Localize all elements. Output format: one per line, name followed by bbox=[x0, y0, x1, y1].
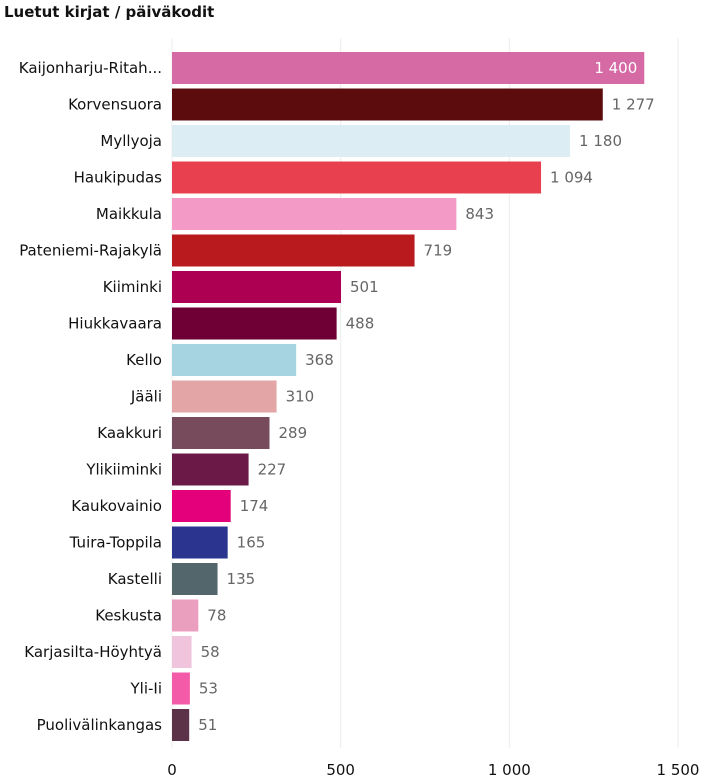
category-label: Kaukovainio bbox=[71, 497, 162, 515]
category-label: Hiukkavaara bbox=[68, 315, 162, 333]
bar[interactable] bbox=[172, 380, 277, 413]
value-label: 174 bbox=[240, 497, 269, 515]
bars bbox=[172, 52, 645, 741]
category-label: Keskusta bbox=[95, 607, 162, 625]
value-label: 488 bbox=[346, 315, 375, 333]
bar[interactable] bbox=[172, 709, 190, 741]
bar[interactable] bbox=[172, 307, 337, 340]
category-label: Maikkula bbox=[96, 205, 162, 223]
x-tick-label: 1 000 bbox=[488, 761, 531, 779]
value-label: 1 094 bbox=[550, 169, 593, 187]
value-label: 501 bbox=[350, 278, 379, 296]
bar[interactable] bbox=[172, 198, 457, 230]
bar[interactable] bbox=[172, 88, 603, 121]
category-label: Kiiminki bbox=[103, 278, 162, 296]
value-label: 843 bbox=[465, 205, 494, 223]
value-label: 310 bbox=[286, 388, 315, 406]
category-label: Myllyoja bbox=[100, 132, 162, 150]
value-label: 1 400 bbox=[594, 59, 637, 77]
category-label: Kaijonharju-Ritah... bbox=[19, 59, 162, 77]
value-label: 78 bbox=[207, 607, 226, 625]
category-label: Yli-Ii bbox=[129, 680, 162, 698]
value-label: 165 bbox=[237, 534, 266, 552]
bar[interactable] bbox=[172, 672, 190, 705]
value-label: 289 bbox=[278, 424, 307, 442]
bar[interactable] bbox=[172, 526, 228, 559]
bar[interactable] bbox=[172, 599, 199, 632]
category-label: Karjasilta-Höyhtyä bbox=[24, 643, 162, 661]
category-label: Pateniemi-Rajakylä bbox=[19, 242, 162, 260]
x-tick-label: 1 500 bbox=[657, 761, 700, 779]
category-label: Haukipudas bbox=[74, 169, 163, 187]
chart-title: Luetut kirjat / päiväkodit bbox=[4, 3, 215, 21]
category-label: Jääli bbox=[130, 388, 162, 406]
category-label: Kaakkuri bbox=[97, 424, 162, 442]
bar[interactable] bbox=[172, 563, 218, 595]
category-label: Ylikiiminki bbox=[85, 461, 162, 479]
bar[interactable] bbox=[172, 161, 542, 194]
value-label: 368 bbox=[305, 351, 334, 369]
value-label: 58 bbox=[201, 643, 220, 661]
category-label: Tuira-Toppila bbox=[69, 534, 162, 552]
bar[interactable] bbox=[172, 52, 645, 84]
value-label: 719 bbox=[424, 242, 453, 260]
bar[interactable] bbox=[172, 125, 571, 157]
bar[interactable] bbox=[172, 271, 342, 303]
value-labels: 1 400 1 277 1 180 1 094 843 719 501 488 368 310 28… bbox=[198, 59, 655, 734]
x-axis-ticks: 0 500 1 000 1 500 bbox=[167, 761, 699, 779]
bar[interactable] bbox=[172, 636, 192, 668]
category-label: Kello bbox=[126, 351, 162, 369]
bar[interactable] bbox=[172, 417, 270, 449]
value-label: 1 277 bbox=[612, 96, 655, 114]
category-label: Puolivälinkangas bbox=[37, 716, 163, 734]
value-label: 135 bbox=[227, 570, 256, 588]
bar[interactable] bbox=[172, 490, 231, 522]
x-tick-label: 0 bbox=[167, 761, 177, 779]
value-label: 227 bbox=[258, 461, 287, 479]
bar[interactable] bbox=[172, 344, 297, 376]
value-label: 53 bbox=[199, 680, 218, 698]
bar[interactable] bbox=[172, 234, 415, 267]
x-tick-label: 500 bbox=[326, 761, 355, 779]
category-label: Korvensuora bbox=[68, 96, 162, 114]
value-label: 1 180 bbox=[579, 132, 622, 150]
category-label: Kastelli bbox=[108, 570, 162, 588]
bar[interactable] bbox=[172, 453, 249, 486]
value-label: 51 bbox=[198, 716, 217, 734]
category-labels: Kaijonharju-Ritah... Korvensuora Myllyoja H… bbox=[19, 59, 162, 734]
